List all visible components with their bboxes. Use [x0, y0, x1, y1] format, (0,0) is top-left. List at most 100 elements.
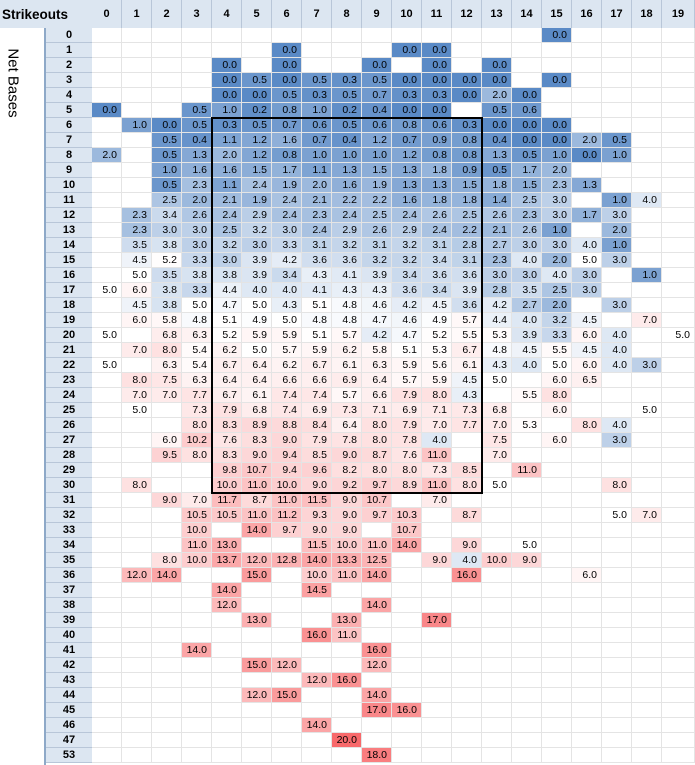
row-header-13: 13 [46, 223, 92, 238]
grid-cell [662, 418, 695, 433]
heatmap-cell: 13.0 [332, 613, 362, 628]
grid-cell [92, 628, 122, 643]
heatmap-cell: 2.6 [362, 223, 392, 238]
heatmap-cell: 0.5 [482, 103, 512, 118]
heatmap-cell: 4.7 [392, 328, 422, 343]
heatmap-cell: 7.6 [212, 433, 242, 448]
row-header-39: 39 [46, 613, 92, 628]
heatmap-cell: 6.9 [332, 373, 362, 388]
heatmap-cell: 3.1 [362, 238, 392, 253]
heatmap-cell: 7.9 [392, 418, 422, 433]
heatmap-cell: 0.8 [272, 148, 302, 163]
heatmap-cell: 0.5 [152, 148, 182, 163]
column-header-5: 5 [242, 0, 272, 28]
heatmap-cell: 3.6 [452, 268, 482, 283]
heatmap-cell: 1.5 [242, 163, 272, 178]
heatmap-cell: 4.5 [452, 373, 482, 388]
grid-cell [362, 43, 392, 58]
heatmap-cell: 4.0 [452, 553, 482, 568]
grid-cell [542, 583, 572, 598]
heatmap-cell: 2.2 [362, 193, 392, 208]
heatmap-cell: 5.1 [302, 328, 332, 343]
row-header-8: 8 [46, 148, 92, 163]
grid-cell [332, 718, 362, 733]
grid-cell [602, 493, 632, 508]
heatmap-cell: 0.5 [242, 118, 272, 133]
grid-cell [392, 643, 422, 658]
grid-cell [572, 88, 602, 103]
heatmap-cell: 7.9 [302, 433, 332, 448]
grid-cell [602, 178, 632, 193]
heatmap-cell: 0.0 [392, 43, 422, 58]
heatmap-cell: 5.0 [242, 298, 272, 313]
heatmap-cell: 2.3 [182, 178, 212, 193]
heatmap-cell: 1.7 [572, 208, 602, 223]
heatmap-cell: 2.5 [212, 223, 242, 238]
heatmap-cell: 2.4 [212, 208, 242, 223]
grid-cell [662, 553, 695, 568]
grid-cell [182, 583, 212, 598]
heatmap-cell: 5.0 [662, 328, 695, 343]
heatmap-cell: 3.9 [512, 328, 542, 343]
grid-cell [572, 163, 602, 178]
heatmap-cell: 11.0 [242, 508, 272, 523]
heatmap-cell: 4.3 [302, 268, 332, 283]
heatmap-cell: 0.0 [482, 73, 512, 88]
heatmap-cell: 3.3 [272, 238, 302, 253]
grid-cell [122, 538, 152, 553]
heatmap-cell: 5.0 [512, 538, 542, 553]
grid-cell [662, 583, 695, 598]
grid-cell [302, 58, 332, 73]
row-header-18: 18 [46, 298, 92, 313]
grid-cell [332, 598, 362, 613]
heatmap-cell: 3.0 [632, 358, 662, 373]
heatmap-cell: 0.0 [92, 103, 122, 118]
grid-cell [392, 733, 422, 748]
grid-cell [452, 43, 482, 58]
heatmap-cell: 5.5 [452, 328, 482, 343]
heatmap-cell: 3.2 [242, 223, 272, 238]
grid-cell [602, 553, 632, 568]
heatmap-cell: 4.7 [362, 313, 392, 328]
grid-cell [662, 358, 695, 373]
heatmap-cell: 14.0 [212, 583, 242, 598]
grid-cell [152, 403, 182, 418]
grid-cell [332, 658, 362, 673]
grid-cell [92, 298, 122, 313]
grid-cell [572, 508, 602, 523]
heatmap-cell: 11.7 [212, 493, 242, 508]
heatmap-cell: 1.8 [422, 193, 452, 208]
row-header-29: 29 [46, 463, 92, 478]
heatmap-cell: 5.4 [182, 358, 212, 373]
grid-cell [632, 88, 662, 103]
grid-cell [152, 538, 182, 553]
column-header-16: 16 [572, 0, 602, 28]
grid-cell [92, 448, 122, 463]
heatmap-cell: 7.1 [362, 403, 392, 418]
grid-cell [152, 583, 182, 598]
heatmap-cell: 7.0 [122, 388, 152, 403]
row-header-36: 36 [46, 568, 92, 583]
grid-cell [122, 328, 152, 343]
heatmap-cell: 16.0 [362, 643, 392, 658]
grid-cell [512, 523, 542, 538]
grid-cell [122, 508, 152, 523]
grid-cell [482, 583, 512, 598]
grid-cell [602, 283, 632, 298]
row-header-5: 5 [46, 103, 92, 118]
grid-cell [662, 478, 695, 493]
grid-cell [212, 688, 242, 703]
heatmap-cell: 0.8 [452, 148, 482, 163]
heatmap-cell: 9.7 [362, 508, 392, 523]
row-header-42: 42 [46, 658, 92, 673]
grid-cell [572, 523, 602, 538]
heatmap-cell: 5.4 [182, 343, 212, 358]
grid-cell [542, 418, 572, 433]
heatmap-cell: 10.0 [302, 568, 332, 583]
row-header-19: 19 [46, 313, 92, 328]
grid-cell [362, 628, 392, 643]
grid-cell [92, 163, 122, 178]
heatmap-cell: 6.3 [362, 358, 392, 373]
grid-cell [512, 433, 542, 448]
grid-cell [572, 463, 602, 478]
